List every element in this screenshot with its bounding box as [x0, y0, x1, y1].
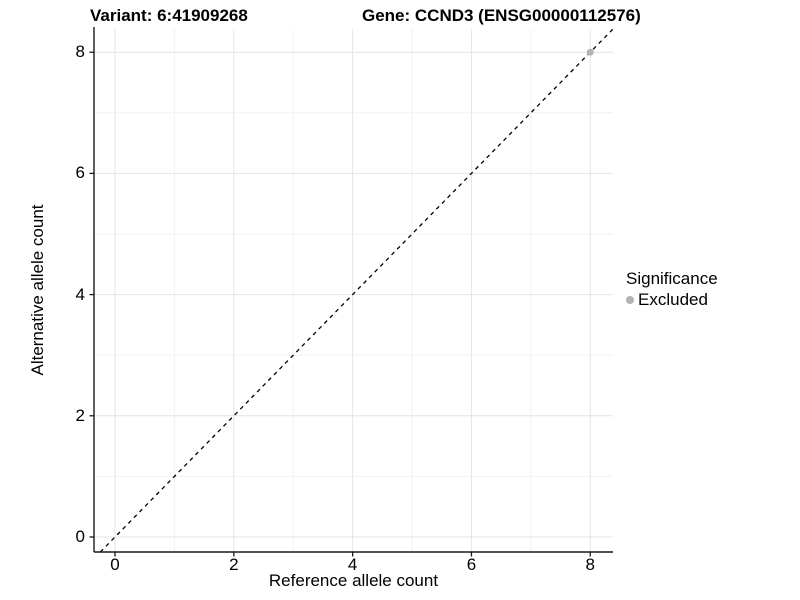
x-tick-label: 4	[347, 555, 358, 574]
legend: Significance Excluded	[626, 269, 718, 309]
x-tick-label: 6	[466, 555, 477, 574]
y-tick-label: 0	[75, 526, 85, 546]
x-tick-label: 8	[585, 555, 595, 574]
legend-point-icon	[626, 295, 634, 304]
legend-item-excluded: Excluded	[626, 290, 718, 309]
variant-title: Variant: 6:41909268	[90, 6, 248, 25]
x-tick-label: 2	[229, 555, 239, 574]
y-tick-label: 6	[75, 163, 85, 183]
x-tick-label: 0	[110, 555, 120, 574]
gene-title: Gene: CCND3 (ENSG00000112576)	[362, 6, 641, 25]
y-tick-label: 4	[75, 284, 85, 304]
y-tick-label: 8	[75, 42, 85, 62]
x-axis-title: Reference allele count	[268, 571, 439, 590]
y-tick-label: 2	[75, 405, 85, 425]
legend-title: Significance	[626, 269, 718, 288]
identity-reference-line	[99, 28, 614, 553]
y-axis-title: Alternative allele count	[28, 204, 47, 376]
data-point-excluded	[586, 48, 594, 56]
legend-item-label: Excluded	[638, 290, 708, 309]
